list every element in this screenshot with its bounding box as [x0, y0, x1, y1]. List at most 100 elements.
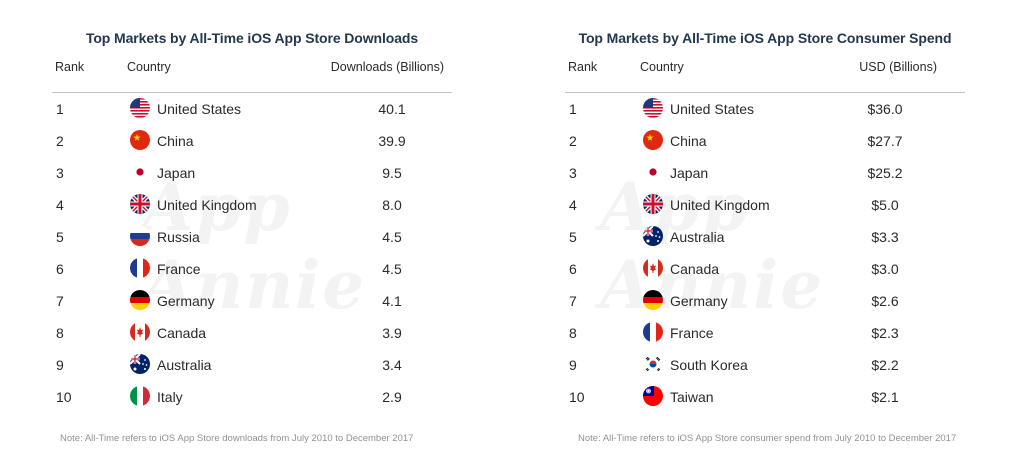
ru-flag-icon — [130, 226, 150, 246]
table-row: 8 France $2.3 — [565, 317, 965, 349]
cn-flag-icon — [643, 130, 663, 150]
tw-flag-icon — [643, 386, 663, 406]
gb-flag-icon — [643, 194, 663, 214]
fr-flag-icon — [130, 258, 150, 278]
spend-table-panel: App Annie Top Markets by All-Time iOS Ap… — [565, 0, 965, 460]
table-row: 2 China 39.9 — [52, 125, 452, 157]
jp-flag-icon — [643, 162, 663, 182]
value-cell: $3.0 — [871, 261, 899, 277]
spend-table-title: Top Markets by All-Time iOS App Store Co… — [578, 30, 952, 46]
value-cell: $2.6 — [871, 293, 899, 309]
downloads-table-panel: App Annie Top Markets by All-Time iOS Ap… — [52, 0, 452, 460]
value-cell: $27.7 — [867, 133, 903, 149]
column-header-rank: Rank — [568, 60, 598, 74]
value-cell: $36.0 — [867, 101, 903, 117]
rank-cell: 3 — [569, 165, 577, 181]
ca-flag-icon — [643, 258, 663, 278]
table-row: 5 Australia $3.3 — [565, 221, 965, 253]
table-row: 3 Japan $25.2 — [565, 157, 965, 189]
us-flag-icon — [130, 98, 150, 118]
table-row: 4 United Kingdom $5.0 — [565, 189, 965, 221]
country-cell-united-kingdom: United Kingdom — [670, 197, 770, 213]
country-cell-germany: Germany — [157, 293, 215, 309]
country-cell-australia: Australia — [157, 357, 212, 373]
value-cell: 2.9 — [382, 389, 402, 405]
de-flag-icon — [643, 290, 663, 310]
rank-cell: 6 — [569, 261, 577, 277]
value-cell: 4.5 — [382, 261, 402, 277]
value-cell: 40.1 — [378, 101, 406, 117]
rank-cell: 9 — [56, 357, 64, 373]
rank-cell: 10 — [569, 389, 585, 405]
downloads-table-title: Top Markets by All-Time iOS App Store Do… — [85, 30, 419, 46]
value-cell: 4.1 — [382, 293, 402, 309]
country-cell-france: France — [670, 325, 714, 341]
country-cell-germany: Germany — [670, 293, 728, 309]
value-cell: $2.2 — [871, 357, 899, 373]
rank-cell: 3 — [56, 165, 64, 181]
country-cell-china: China — [157, 133, 194, 149]
table-row: 6 France 4.5 — [52, 253, 452, 285]
column-header-country: Country — [640, 60, 684, 74]
rank-cell: 4 — [56, 197, 64, 213]
au-flag-icon — [643, 226, 663, 246]
cn-flag-icon — [130, 130, 150, 150]
country-cell-france: France — [157, 261, 201, 277]
column-header-rank: Rank — [55, 60, 85, 74]
value-cell: 8.0 — [382, 197, 402, 213]
value-cell: $3.3 — [871, 229, 899, 245]
country-cell-japan: Japan — [670, 165, 709, 181]
rank-cell: 2 — [56, 133, 64, 149]
downloads-table-note: Note: All-Time refers to iOS App Store d… — [60, 433, 414, 444]
value-cell: $2.1 — [871, 389, 899, 405]
column-header-usd: USD (Billions) — [859, 60, 937, 74]
it-flag-icon — [130, 386, 150, 406]
rank-cell: 6 — [56, 261, 64, 277]
au-flag-icon — [130, 354, 150, 374]
gb-flag-icon — [130, 194, 150, 214]
country-cell-russia: Russia — [157, 229, 200, 245]
header-divider — [52, 92, 452, 93]
rank-cell: 4 — [569, 197, 577, 213]
value-cell: 3.4 — [382, 357, 402, 373]
value-cell: 4.5 — [382, 229, 402, 245]
table-row: 10 Italy 2.9 — [52, 381, 452, 413]
country-cell-italy: Italy — [157, 389, 183, 405]
header-divider — [565, 92, 965, 93]
spend-table-note: Note: All-Time refers to iOS App Store c… — [578, 433, 957, 444]
rank-cell: 8 — [56, 325, 64, 341]
column-header-downloads: Downloads (Billions) — [330, 60, 444, 74]
rank-cell: 1 — [569, 101, 577, 117]
value-cell: $5.0 — [871, 197, 899, 213]
de-flag-icon — [130, 290, 150, 310]
rank-cell: 7 — [569, 293, 577, 309]
table-row: 10 Taiwan $2.1 — [565, 381, 965, 413]
rank-cell: 7 — [56, 293, 64, 309]
country-cell-south-korea: South Korea — [670, 357, 748, 373]
rank-cell: 1 — [56, 101, 64, 117]
value-cell: $25.2 — [867, 165, 903, 181]
jp-flag-icon — [130, 162, 150, 182]
country-cell-taiwan: Taiwan — [670, 389, 714, 405]
rank-cell: 9 — [569, 357, 577, 373]
country-cell-canada: Canada — [157, 325, 207, 341]
table-row: 7 Germany 4.1 — [52, 285, 452, 317]
rank-cell: 8 — [569, 325, 577, 341]
table-row: 4 United Kingdom 8.0 — [52, 189, 452, 221]
table-row: 6 Canada $3.0 — [565, 253, 965, 285]
kr-flag-icon — [643, 354, 663, 374]
column-header-country: Country — [127, 60, 171, 74]
table-row: 1 United States 40.1 — [52, 93, 452, 125]
table-row: 5 Russia 4.5 — [52, 221, 452, 253]
table-row: 9 South Korea $2.2 — [565, 349, 965, 381]
value-cell: 39.9 — [378, 133, 406, 149]
table-row: 3 Japan 9.5 — [52, 157, 452, 189]
table-row: 9 Australia 3.4 — [52, 349, 452, 381]
rank-cell: 5 — [56, 229, 64, 245]
rank-cell: 5 — [569, 229, 577, 245]
table-row: 8 Canada 3.9 — [52, 317, 452, 349]
ca-flag-icon — [130, 322, 150, 342]
country-cell-united-kingdom: United Kingdom — [157, 197, 257, 213]
country-cell-united-states: United States — [157, 101, 242, 117]
value-cell: $2.3 — [871, 325, 899, 341]
